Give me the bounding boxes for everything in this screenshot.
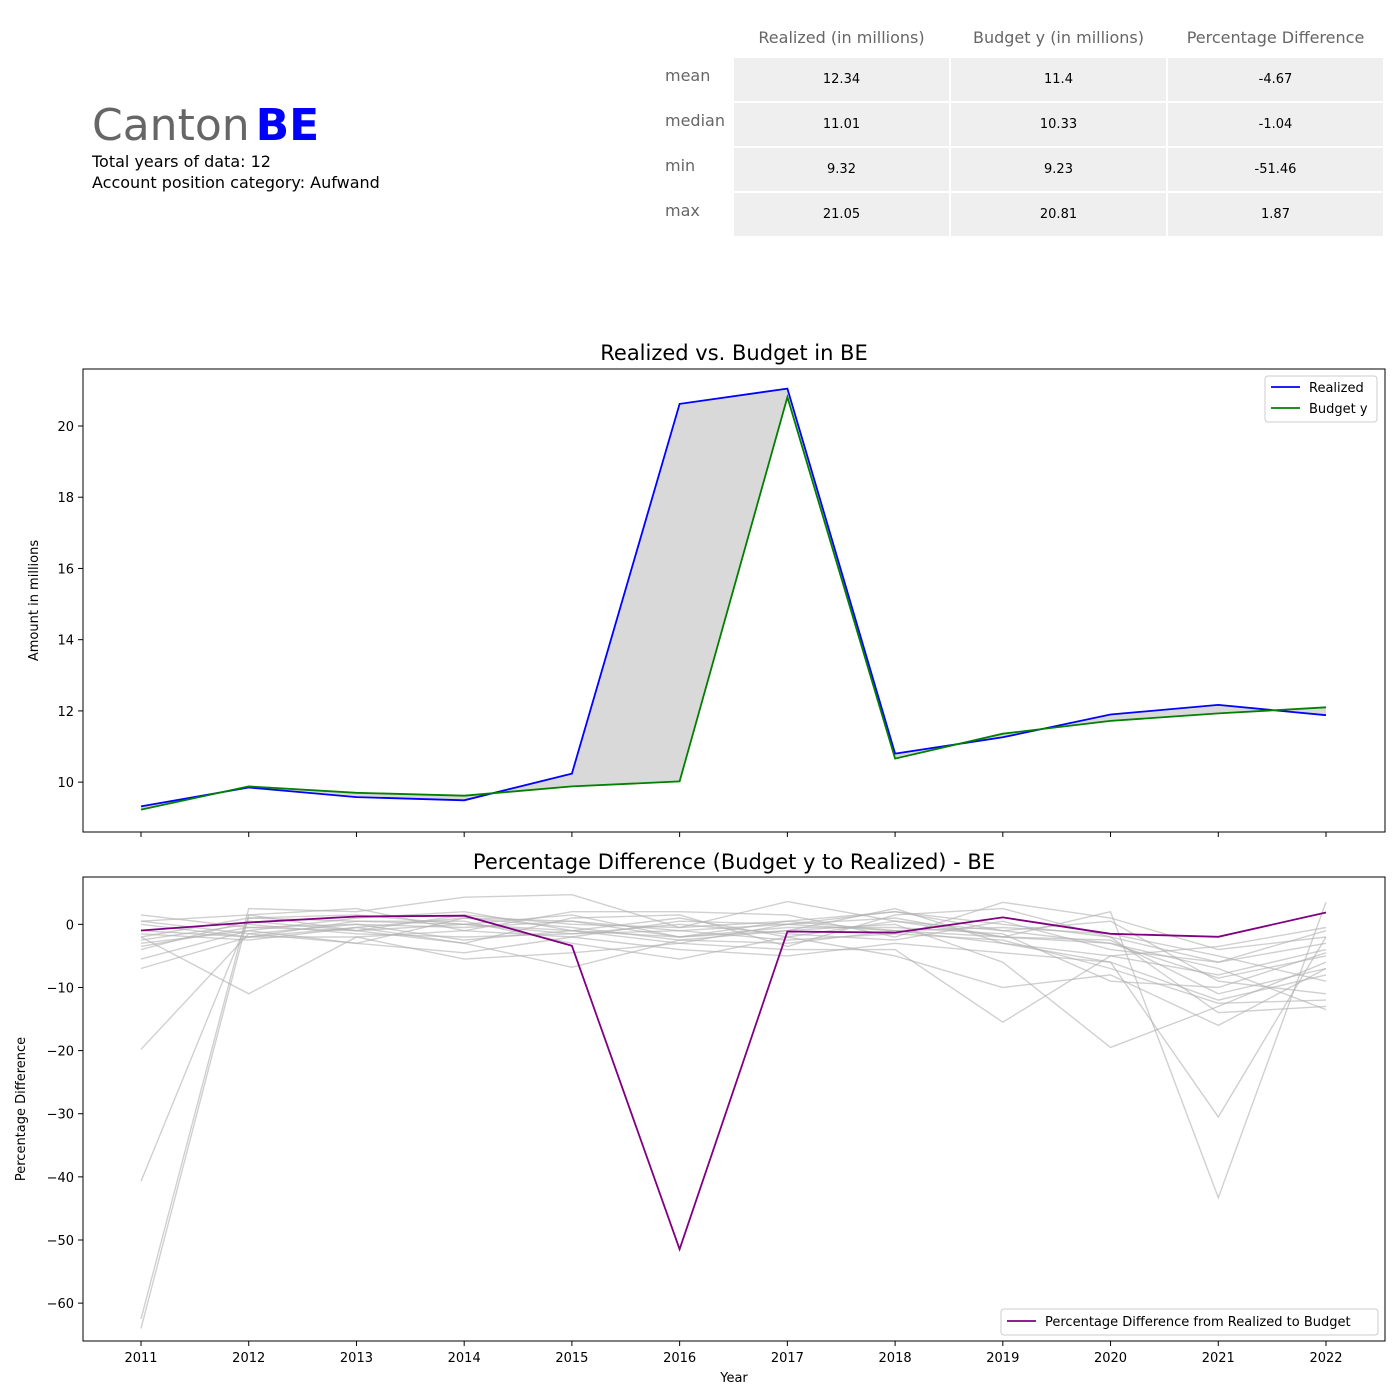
canton-prefix: Canton (92, 100, 250, 151)
stats-col-header: Realized (in millions) (758, 27, 925, 47)
stats-row: min 9.32 9.23 -51.46 (664, 148, 1383, 191)
stats-row: max 21.05 20.81 1.87 (664, 193, 1383, 236)
x-tick-label: 2022 (1309, 1351, 1342, 1366)
realized-line (140, 387, 1327, 808)
canton-code: BE (255, 100, 320, 151)
x-tick-label: 2021 (1202, 1351, 1235, 1366)
canton-title: Canton BE (92, 100, 380, 151)
y-tick-label: −10 (47, 981, 74, 996)
stats-row-label: max (665, 201, 700, 220)
stats-cell: 10.33 (951, 103, 1166, 146)
x-tick-label: 2020 (1094, 1351, 1127, 1366)
x-tick-label: 2018 (879, 1351, 912, 1366)
x-tick-label: 2012 (232, 1351, 265, 1366)
y-tick-label: −50 (47, 1234, 74, 1249)
stats-cell: -1.04 (1168, 103, 1383, 146)
other-canton-line (140, 893, 1327, 1320)
other-canton-line (140, 914, 1327, 1329)
x-tick-label: 2016 (663, 1351, 696, 1366)
other-canton-line (140, 923, 1327, 1005)
stats-cell: 1.87 (1168, 193, 1383, 236)
stats-cell: 11.01 (734, 103, 949, 146)
stats-header-row: Realized (in millions) Budget y (in mill… (664, 18, 1383, 56)
x-tick-label: 2017 (771, 1351, 804, 1366)
y-tick-label: 18 (57, 491, 74, 506)
stats-col-header: Percentage Difference (1186, 27, 1365, 47)
years-of-data: Total years of data: 12 (92, 152, 271, 171)
x-tick-label: 2019 (986, 1351, 1019, 1366)
x-tick-label: 2013 (340, 1351, 373, 1366)
stats-row-label: min (665, 156, 696, 175)
other-canton-line (140, 920, 1327, 989)
y-axis-label: Amount in millions (27, 540, 42, 662)
other-canton-line (140, 923, 1327, 1050)
stats-cell: -51.46 (1168, 148, 1383, 191)
y-tick-label: 16 (57, 562, 74, 577)
legend-box (1000, 1308, 1379, 1336)
y-tick-label: 14 (57, 634, 74, 649)
difference-fill-area (141, 388, 1326, 810)
stats-row-label: median (665, 111, 725, 130)
x-tick-label: 2014 (448, 1351, 481, 1366)
y-tick-label: 0 (66, 918, 74, 933)
y-tick-label: −60 (47, 1297, 74, 1312)
y-tick-label: 10 (57, 776, 74, 791)
other-canton-line (140, 917, 1327, 995)
y-tick-label: −40 (47, 1171, 74, 1186)
budget-line (140, 393, 1327, 811)
stats-row: mean 12.34 11.4 -4.67 (664, 58, 1383, 101)
other-canton-line (140, 901, 1327, 951)
legend-label-pct: Percentage Difference from Realized to B… (1045, 1315, 1351, 1330)
stats-row: median 11.01 10.33 -1.04 (664, 103, 1383, 146)
other-canton-line (140, 910, 1327, 995)
stats-cell: 21.05 (734, 193, 949, 236)
y-tick-label: −20 (47, 1045, 74, 1060)
percentage-difference-line (140, 911, 1327, 1252)
other-canton-line (140, 929, 1327, 1001)
y-tick-label: 12 (57, 705, 74, 720)
summary-stats-table: Realized (in millions) Budget y (in mill… (662, 16, 1385, 238)
y-axis-label: Percentage Difference (14, 1037, 29, 1181)
chart-title: Percentage Difference (Budget y to Reali… (473, 850, 995, 874)
stats-row-label: mean (665, 66, 711, 85)
y-tick-label: −30 (47, 1108, 74, 1123)
x-axis-label: Year (719, 1371, 748, 1386)
chart-title: Realized vs. Budget in BE (600, 341, 867, 365)
stats-cell: 20.81 (951, 193, 1166, 236)
canton-header: Canton BE Total years of data: 12 Accoun… (92, 100, 380, 193)
account-category: Account position category: Aufwand (92, 173, 380, 192)
plot-frame (82, 876, 1386, 1342)
other-canton-line (140, 910, 1327, 1027)
stats-col-header: Budget y (in millions) (973, 27, 1144, 47)
stats-cell: 9.32 (734, 148, 949, 191)
legend-label-realized: Realized (1309, 381, 1364, 396)
x-tick-label: 2015 (555, 1351, 588, 1366)
x-tick-label: 2011 (124, 1351, 157, 1366)
other-canton-line (140, 914, 1327, 963)
stats-cell: -4.67 (1168, 58, 1383, 101)
stats-cell: 12.34 (734, 58, 949, 101)
legend-label-budget: Budget y (1309, 402, 1368, 417)
plot-frame (82, 368, 1386, 833)
stats-cell: 11.4 (951, 58, 1166, 101)
y-tick-label: 20 (57, 420, 74, 435)
stats-cell: 9.23 (951, 148, 1166, 191)
